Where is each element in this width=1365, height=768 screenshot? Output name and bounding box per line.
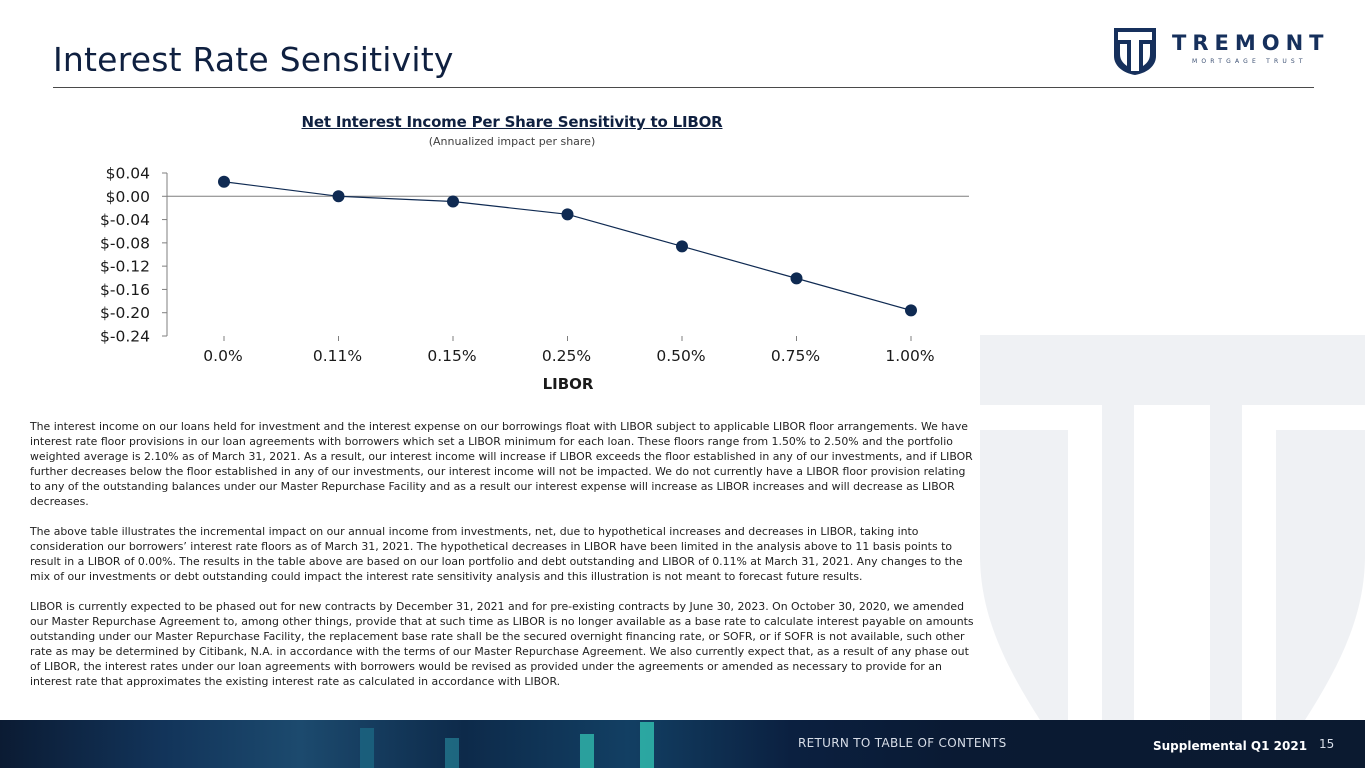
footer-decor-bar [445, 738, 459, 768]
tremont-logo-mark-icon [1114, 28, 1156, 75]
footer-decor-bar [360, 728, 374, 768]
data-point [218, 175, 230, 188]
data-point [676, 240, 688, 253]
x-tick-label: 0.11% [313, 347, 362, 365]
y-tick-label: $-0.20 [100, 304, 150, 322]
x-tick-label: 1.00% [885, 347, 934, 365]
chart-plot-area: $0.04 $0.00 $-0.04 $-0.08 $-0.12 $-0.16 $-0.20… [100, 165, 969, 393]
background-logo-watermark-icon [980, 335, 1365, 720]
data-point [332, 190, 345, 203]
chart-subtitle: (Annualized impact per share) [428, 135, 596, 148]
page-number: 15 [1319, 737, 1335, 751]
data-point [905, 304, 917, 317]
x-tick-label: 0.50% [656, 347, 705, 365]
x-tick-label: 0.15% [427, 347, 476, 365]
return-to-toc-link[interactable]: RETURN TO TABLE OF CONTENTS [798, 736, 1007, 750]
page-title: Interest Rate Sensitivity [53, 40, 454, 79]
x-tick-label: 0.75% [771, 347, 820, 365]
narrative-text: The interest income on our loans held fo… [30, 419, 975, 704]
x-tick-label: 0.25% [542, 347, 591, 365]
logo-tagline: MORTGAGE TRUST [1192, 58, 1307, 65]
y-tick-label: $-0.08 [100, 234, 150, 252]
libor-sensitivity-chart: Net Interest Income Per Share Sensitivit… [0, 105, 990, 405]
y-tick-label: $-0.16 [100, 281, 150, 299]
title-divider [53, 87, 1314, 88]
paragraph-table-explanation: The above table illustrates the incremen… [30, 525, 963, 583]
footer-decor-bar [580, 734, 594, 768]
y-tick-label: $-0.24 [100, 328, 150, 346]
y-tick-label: $-0.12 [100, 258, 150, 276]
x-tick-label: 0.0% [203, 347, 242, 365]
series-line [223, 181, 912, 311]
paragraph-libor-phase-out: LIBOR is currently expected to be phased… [30, 600, 974, 688]
footer-bar: RETURN TO TABLE OF CONTENTS Supplemental… [0, 720, 1365, 768]
chart-title: Net Interest Income Per Share Sensitivit… [301, 113, 723, 131]
data-point [790, 272, 803, 285]
data-point [561, 208, 574, 221]
x-axis-title: LIBOR [543, 375, 594, 393]
company-logo: TREMONT MORTGAGE TRUST [1112, 26, 1324, 78]
data-point [447, 195, 459, 208]
logo-wordmark: TREMONT [1172, 31, 1330, 55]
footer-decor-bar [640, 722, 654, 768]
y-tick-label: $0.04 [106, 165, 150, 183]
paragraph-libor-floors: The interest income on our loans held fo… [30, 420, 973, 508]
y-tick-label: $0.00 [106, 188, 150, 206]
report-name: Supplemental Q1 2021 [1153, 739, 1308, 753]
y-tick-label: $-0.04 [100, 211, 150, 229]
